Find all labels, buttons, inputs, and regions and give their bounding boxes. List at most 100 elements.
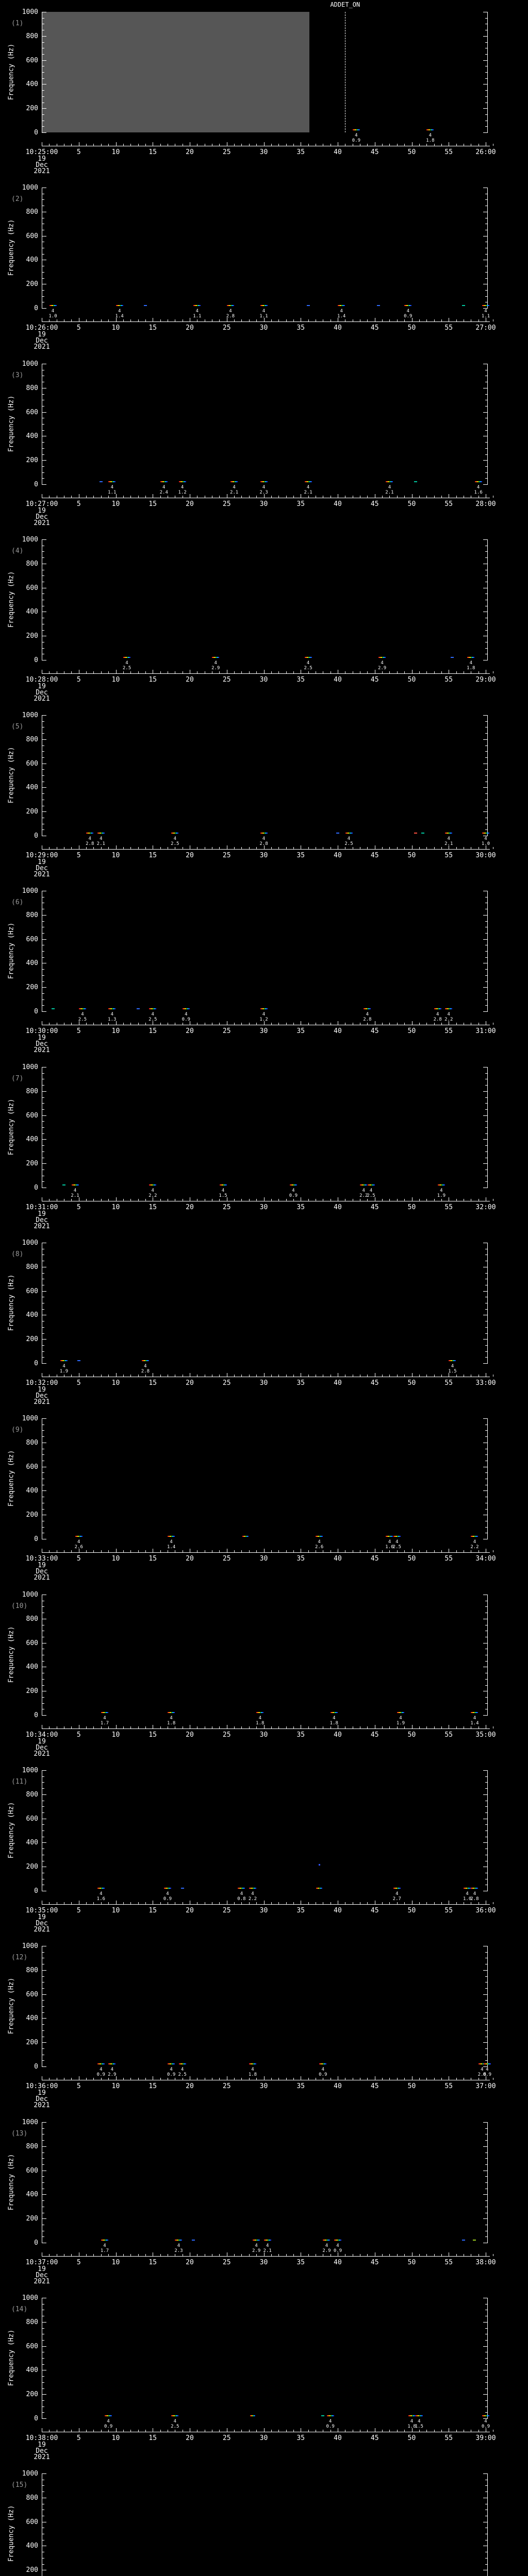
- y-tick: [485, 1606, 487, 1607]
- event-marker: [464, 1888, 471, 1889]
- event-marker: [168, 2063, 175, 2064]
- y-tick: [42, 2358, 44, 2359]
- event-duration-label: 0.9: [352, 138, 361, 143]
- y-tick: [42, 442, 44, 443]
- x-tick: [441, 144, 442, 146]
- y-axis-title: Frequency (Hz): [7, 2329, 15, 2386]
- spectrogram-panel: (15)Frequency (Hz)0200400600800100041.94…: [0, 2462, 528, 2576]
- x-tick-label: 30: [259, 1204, 268, 1211]
- date-line: Dec: [36, 161, 48, 169]
- event-marker: [193, 305, 201, 306]
- x-tick: [160, 496, 161, 498]
- event-marker: [338, 305, 345, 306]
- event-duration-label: 2.2: [470, 1545, 479, 1550]
- x-tick: [278, 2430, 279, 2432]
- x-tick: [219, 2078, 220, 2080]
- y-tick: [483, 2394, 487, 2395]
- x-tick: [456, 2430, 457, 2432]
- event-class-label: 4: [100, 2067, 103, 2072]
- x-tick: [426, 671, 427, 673]
- y-tick: [42, 2394, 46, 2395]
- event-marker: [378, 657, 386, 658]
- date-line: 19: [38, 1386, 46, 1394]
- x-tick: [130, 319, 131, 321]
- x-tick-label: 15: [148, 676, 157, 684]
- x-tick-label: 25: [222, 2434, 231, 2442]
- y-tick: [485, 1697, 487, 1698]
- event-class-label: 4: [306, 485, 310, 490]
- x-tick: [241, 1023, 242, 1025]
- x-tick: [234, 496, 235, 498]
- x-tick-label: 25: [222, 1204, 231, 1211]
- x-tick: [49, 144, 50, 146]
- y-axis-title: Frequency (Hz): [7, 922, 15, 979]
- date-line: 2021: [34, 2278, 50, 2285]
- x-tick: [478, 2430, 479, 2432]
- x-tick: [241, 1550, 242, 1552]
- x-tick: [116, 1549, 117, 1552]
- x-tick: [101, 319, 102, 321]
- x-tick: [101, 1902, 102, 1904]
- x-tick-label: 35: [296, 1555, 305, 1563]
- y-tick-label: 400: [26, 2366, 38, 2374]
- x-tick-label: 5: [76, 2259, 81, 2266]
- y-tick: [42, 2006, 44, 2007]
- event-duration-label: 2.6: [74, 1545, 83, 1550]
- y-tick: [483, 132, 487, 133]
- x-tick: [293, 847, 294, 849]
- x-tick-label: 25: [222, 1027, 231, 1035]
- x-tick: [404, 496, 405, 498]
- x-tick-label: 30: [259, 500, 268, 508]
- date-line: Dec: [36, 1920, 48, 1927]
- y-axis-title: Frequency (Hz): [7, 1802, 15, 1859]
- y-tick: [42, 126, 44, 127]
- x-tick: [293, 1199, 294, 1201]
- x-tick: [101, 144, 102, 146]
- event-marker: [367, 1184, 375, 1185]
- event-duration-label: 1.9: [396, 1721, 405, 1726]
- x-tick-label: 5: [76, 852, 81, 859]
- y-tick: [485, 957, 487, 958]
- x-tick: [138, 2078, 139, 2080]
- event-class-label: 4: [100, 1891, 103, 1896]
- x-tick: [256, 2078, 257, 2080]
- x-tick: [286, 2254, 287, 2256]
- event-marker: [393, 1888, 401, 1889]
- x-tick: [382, 496, 383, 498]
- y-tick: [42, 1327, 44, 1328]
- y-axis-title: Frequency (Hz): [7, 747, 15, 804]
- y-tick-label: 600: [26, 2343, 38, 2350]
- spectrogram-panel: (1) Frequency (Hz) 0 200 400 600 800 1000 ADDET_…: [0, 0, 528, 176]
- event-duration-label: 1.6: [474, 490, 483, 495]
- y-tick: [42, 811, 46, 812]
- spectrogram-panel: (3) Frequency (Hz) 0 200 400 600 800 1000 4 1.1 4 2…: [0, 352, 528, 528]
- event-class-label: 4: [62, 1364, 65, 1369]
- x-tick: [426, 2078, 427, 2080]
- x-tick: [419, 1550, 420, 1552]
- x-tick: [130, 1902, 131, 1904]
- y-tick: [485, 2140, 487, 2141]
- y-tick: [42, 2364, 44, 2365]
- x-tick: [145, 2430, 146, 2432]
- y-tick: [42, 2418, 46, 2419]
- x-tick-label: 15: [148, 852, 157, 859]
- event-duration-label: 2.8: [226, 314, 235, 319]
- x-tick-label: 40: [334, 1204, 342, 1211]
- x-tick-label: 25: [222, 1379, 231, 1387]
- end-time-label: 36:00: [475, 1907, 496, 1914]
- y-tick: [42, 478, 44, 479]
- event-marker: [364, 1008, 371, 1009]
- y-tick: [485, 793, 487, 794]
- y-axis-right: [487, 1418, 488, 1539]
- y-tick: [42, 2218, 46, 2219]
- x-tick: [286, 2430, 287, 2432]
- x-tick: [219, 319, 220, 321]
- x-tick: [145, 2254, 146, 2256]
- x-tick-label: 40: [334, 324, 342, 332]
- y-tick: [42, 1005, 44, 1006]
- x-tick: [108, 2430, 109, 2432]
- y-tick: [485, 1103, 487, 1104]
- y-tick: [42, 1697, 44, 1698]
- x-tick: [264, 494, 265, 498]
- date-line: Dec: [36, 1568, 48, 1575]
